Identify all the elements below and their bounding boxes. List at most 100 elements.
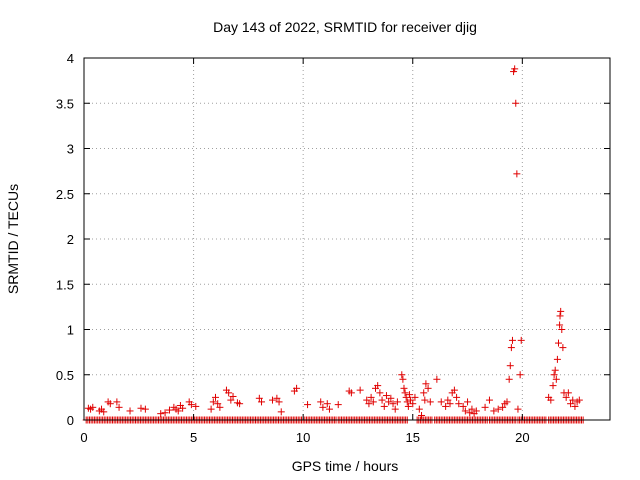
data-point — [562, 393, 570, 401]
data-point — [404, 402, 412, 410]
data-point — [405, 391, 413, 399]
data-point — [461, 407, 469, 415]
data-point — [385, 398, 393, 406]
data-point — [575, 396, 583, 404]
data-point — [569, 396, 577, 404]
data-point — [446, 400, 454, 408]
data-point — [187, 401, 195, 409]
data-point — [418, 411, 426, 419]
data-point — [558, 326, 566, 333]
data-point — [255, 394, 263, 402]
plot-frame — [83, 57, 611, 421]
data-point — [157, 410, 165, 418]
data-point — [551, 366, 559, 374]
data-point — [409, 400, 417, 408]
data-point — [516, 371, 524, 379]
data-point — [514, 405, 522, 413]
x-tick-label: 0 — [80, 430, 87, 445]
data-point — [174, 407, 182, 415]
data-point — [268, 396, 276, 404]
y-tick-label: 0 — [67, 413, 74, 428]
data-point — [165, 406, 173, 414]
data-point — [275, 398, 283, 406]
y-tick-label: 4 — [67, 51, 74, 66]
data-point — [400, 384, 408, 392]
y-axis-tick-labels: 0 0.5 1 1.5 2 2.5 3 3.5 4 — [56, 51, 74, 428]
data-point — [505, 375, 513, 383]
data-point — [552, 375, 560, 383]
data-point — [411, 393, 419, 401]
data-point — [420, 389, 428, 397]
data-point — [556, 321, 564, 329]
data-point — [455, 400, 463, 408]
data-point — [347, 389, 355, 397]
data-point — [550, 371, 558, 379]
data-point — [380, 402, 388, 410]
data-point — [161, 409, 169, 417]
data-point — [115, 403, 123, 411]
data-point — [503, 398, 511, 406]
data-point — [365, 400, 373, 408]
data-point — [444, 396, 452, 404]
data-point — [304, 401, 312, 409]
data-point — [564, 389, 572, 397]
data-point — [453, 393, 461, 401]
data-point — [512, 99, 520, 107]
data-points — [82, 65, 587, 424]
data-point — [227, 396, 235, 404]
data-point — [214, 400, 222, 408]
x-tick-label: 5 — [190, 430, 197, 445]
data-point — [433, 375, 441, 383]
data-point — [273, 394, 281, 402]
data-point — [382, 392, 390, 400]
data-point — [557, 307, 565, 315]
data-point — [378, 396, 386, 404]
data-point — [192, 402, 200, 410]
data-point — [554, 339, 562, 347]
data-point — [499, 403, 507, 411]
data-point — [325, 405, 333, 413]
y-tick-label: 0.5 — [56, 368, 74, 383]
x-tick-label: 10 — [296, 430, 310, 445]
data-point — [459, 402, 467, 410]
data-point — [559, 344, 567, 352]
data-point — [236, 400, 244, 408]
y-tick-label: 3 — [67, 142, 74, 157]
data-point — [468, 405, 476, 413]
data-point — [179, 404, 187, 412]
data-point — [511, 65, 519, 73]
data-point — [258, 398, 266, 406]
data-point — [376, 389, 384, 397]
data-point — [494, 405, 502, 413]
data-point — [356, 386, 364, 394]
data-point — [225, 389, 233, 397]
data-point — [485, 396, 493, 404]
y-tick-label: 2.5 — [56, 187, 74, 202]
data-point — [415, 405, 423, 413]
x-axis-label: GPS time / hours — [292, 458, 399, 474]
y-tick-label: 2 — [67, 232, 74, 247]
data-point — [403, 398, 411, 406]
x-tick-label: 20 — [515, 430, 529, 445]
data-point — [481, 403, 489, 411]
data-point — [450, 386, 458, 394]
data-point — [547, 396, 555, 404]
data-point — [407, 396, 415, 404]
data-point — [508, 336, 516, 344]
data-point — [490, 407, 498, 415]
data-point — [442, 402, 450, 410]
data-point — [334, 401, 342, 409]
data-point — [367, 393, 375, 401]
x-tick-label: 15 — [406, 430, 420, 445]
data-point — [421, 396, 429, 404]
data-point — [464, 398, 472, 406]
data-point — [207, 405, 215, 413]
data-point — [229, 392, 237, 400]
data-point — [437, 398, 445, 406]
data-point — [424, 384, 432, 392]
data-point — [369, 398, 377, 406]
data-point — [399, 375, 407, 383]
grid — [84, 58, 610, 420]
data-point — [422, 380, 430, 388]
